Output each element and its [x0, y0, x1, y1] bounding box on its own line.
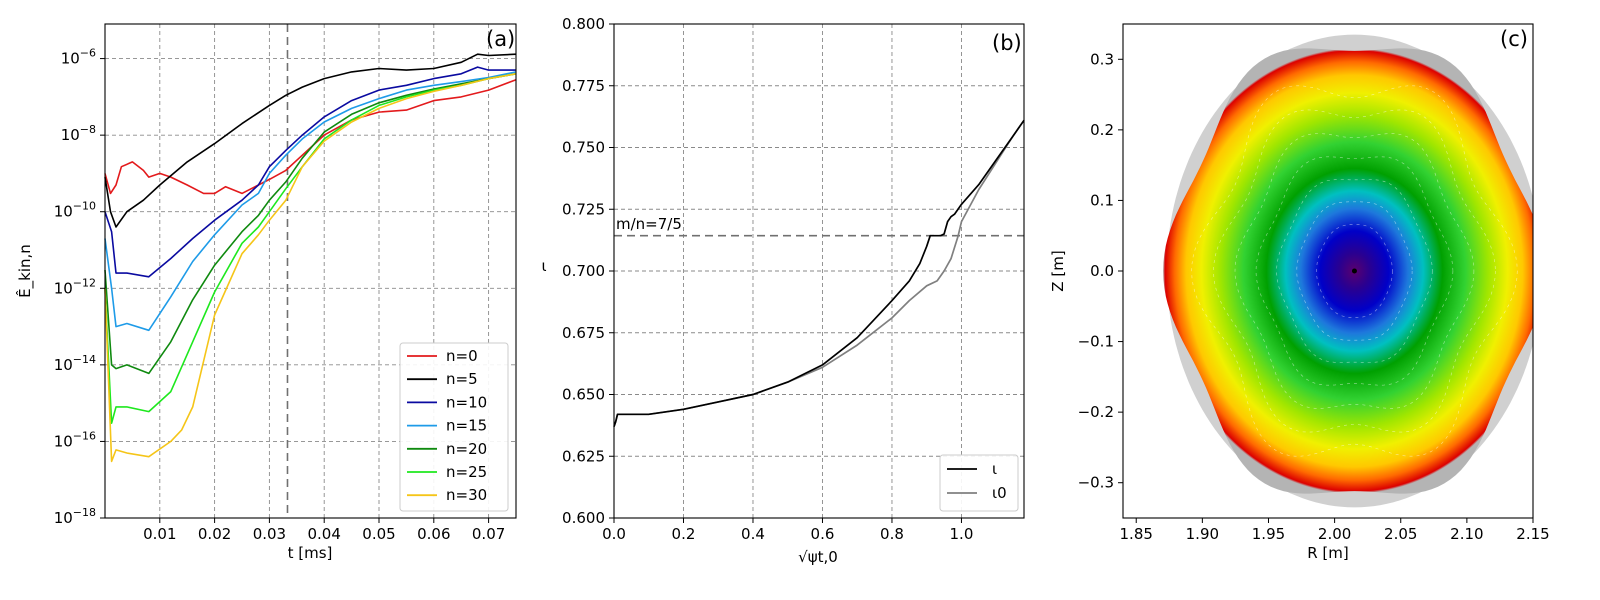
legend-box [399, 342, 509, 512]
y-tick-label: −0.1 [1078, 333, 1114, 351]
y-tick-label: 10−8 [61, 123, 96, 144]
x-tick-label: 0.03 [253, 525, 286, 543]
series-line-n15 [104, 71, 517, 332]
iota-line [613, 119, 1025, 427]
y-tick-label: −0.2 [1078, 403, 1114, 421]
panel-b-label: (b) [992, 31, 1022, 55]
panel-c-ylabel-text: Z [m] [1049, 250, 1067, 291]
x-tick-label: 2.05 [1384, 525, 1417, 543]
x-tick-label: 0.06 [417, 525, 450, 543]
x-tick-label: 2.10 [1450, 525, 1483, 543]
y-tick-label: 10−16 [54, 429, 96, 450]
x-tick-label: 0.01 [143, 525, 176, 543]
y-tick-label: 0.1 [1090, 191, 1114, 209]
legend-label: n=0 [446, 347, 478, 365]
y-tick-label: 10−12 [54, 276, 96, 297]
panel-a-ylabel-text: Ê_kin,n [15, 244, 35, 298]
panel-b-hline-label: m/n=7/5 [616, 215, 682, 233]
panel-b-frame [613, 23, 1025, 519]
y-tick-label: −0.3 [1078, 474, 1114, 492]
legend-label: ι [992, 460, 997, 478]
y-tick-label: 10−10 [54, 200, 96, 221]
y-tick-label: 0.800 [562, 15, 605, 33]
panel-a-lines [104, 53, 517, 463]
flux-surface [1296, 201, 1413, 341]
series-line-n30 [104, 73, 517, 463]
panel-c-ylabel: Z [m] [1049, 250, 1067, 291]
panel-a-ticks: 0.01 0.02 0.03 0.04 0.05 0.06 0.07 10−18 10−16 10… [54, 47, 506, 543]
legend-label: n=20 [446, 440, 487, 458]
x-tick-label: 2.15 [1516, 525, 1549, 543]
panel-b-ticks: 0.0 0.2 0.4 0.6 0.8 1.0 0.600 0.625 0.650 0.675 0.… [562, 15, 973, 543]
panel-b-legend: ι ι0 [939, 454, 1019, 512]
magnetic-axis-dot [1351, 268, 1357, 274]
panel-c-label: (c) [1500, 27, 1528, 51]
series-line-n0 [104, 78, 517, 195]
iota-line [613, 119, 1025, 427]
x-tick-label: 1.90 [1186, 525, 1219, 543]
panel-c-xlabel: R [m] [1307, 544, 1349, 562]
y-tick-label: 0.2 [1090, 121, 1114, 139]
panel-c-frame [1122, 23, 1534, 519]
poincare-cross-section [1163, 48, 1533, 494]
legend-box [939, 454, 1019, 512]
panel-b-xlabel: √ψt,0 [798, 548, 838, 566]
x-tick-label: 0.04 [307, 525, 340, 543]
y-tick-label: 10−6 [61, 47, 96, 68]
panel-b-ylabel: ι [541, 257, 546, 275]
flux-surface [1316, 224, 1393, 318]
x-tick-label: 0.2 [672, 525, 696, 543]
y-tick-label: 0.750 [562, 139, 605, 157]
x-tick-label: 0.07 [472, 525, 505, 543]
x-tick-label: 0.4 [741, 525, 765, 543]
x-tick-label: 1.95 [1252, 525, 1285, 543]
panel-c: 1.85 1.90 1.95 2.00 2.05 2.10 2.15 −0.3 −0.2 −0.1… [1049, 23, 1550, 562]
y-tick-label: 0.0 [1090, 262, 1114, 280]
legend-label: n=15 [446, 417, 487, 435]
panel-a: 0.01 0.02 0.03 0.04 0.05 0.06 0.07 10−18 10−16 10… [15, 23, 517, 562]
y-tick-label: 0.675 [562, 324, 605, 342]
x-tick-label: 1.0 [950, 525, 974, 543]
legend-label: n=10 [446, 393, 487, 411]
series-line-n10 [104, 66, 516, 278]
x-tick-label: 0.05 [362, 525, 395, 543]
poincare-flux-surfaces [1191, 85, 1518, 457]
legend-label: n=30 [446, 486, 487, 504]
x-tick-label: 0.0 [602, 525, 626, 543]
legend-label: n=25 [446, 463, 487, 481]
panel-b-lines [613, 119, 1025, 427]
series-line-n25 [104, 73, 517, 425]
panel-a-frame [104, 23, 517, 519]
y-tick-label: 0.775 [562, 77, 605, 95]
legend-label: n=5 [446, 370, 478, 388]
legend-label: ι0 [992, 484, 1007, 502]
x-tick-label: 0.02 [198, 525, 231, 543]
flux-surface [1234, 133, 1475, 409]
x-tick-label: 2.00 [1318, 525, 1351, 543]
panel-a-legend: n=0 n=5 n=10 n=15 n=20 n=25 n=30 [399, 342, 509, 512]
y-tick-label: 10−14 [54, 353, 96, 374]
y-tick-label: 0.625 [562, 447, 605, 465]
panel-b: 0.0 0.2 0.4 0.6 0.8 1.0 0.600 0.625 0.650 0.675 0.… [541, 15, 1025, 566]
x-tick-label: 1.85 [1120, 525, 1153, 543]
panel-b-grid [613, 23, 1024, 519]
panel-a-label: (a) [486, 27, 515, 51]
panel-a-xlabel: t [ms] [288, 544, 333, 562]
panel-c-ticks: 1.85 1.90 1.95 2.00 2.05 2.10 2.15 −0.3 −0.2 −0.1… [1078, 50, 1550, 543]
y-tick-label: 10−18 [54, 506, 96, 527]
flux-surface [1213, 109, 1496, 433]
y-tick-label: 0.700 [562, 262, 605, 280]
y-tick-label: 0.3 [1090, 50, 1114, 68]
y-tick-label: 0.600 [562, 509, 605, 527]
y-tick-label: 0.650 [562, 386, 605, 404]
flux-surface [1255, 156, 1454, 386]
series-line-n5 [104, 53, 517, 228]
series-line-n20 [104, 73, 517, 375]
x-tick-label: 0.6 [811, 525, 835, 543]
panel-a-ylabel: Ê_kin,n [15, 244, 35, 298]
flux-surface [1191, 85, 1518, 457]
x-tick-label: 0.8 [880, 525, 904, 543]
y-tick-label: 0.725 [562, 200, 605, 218]
